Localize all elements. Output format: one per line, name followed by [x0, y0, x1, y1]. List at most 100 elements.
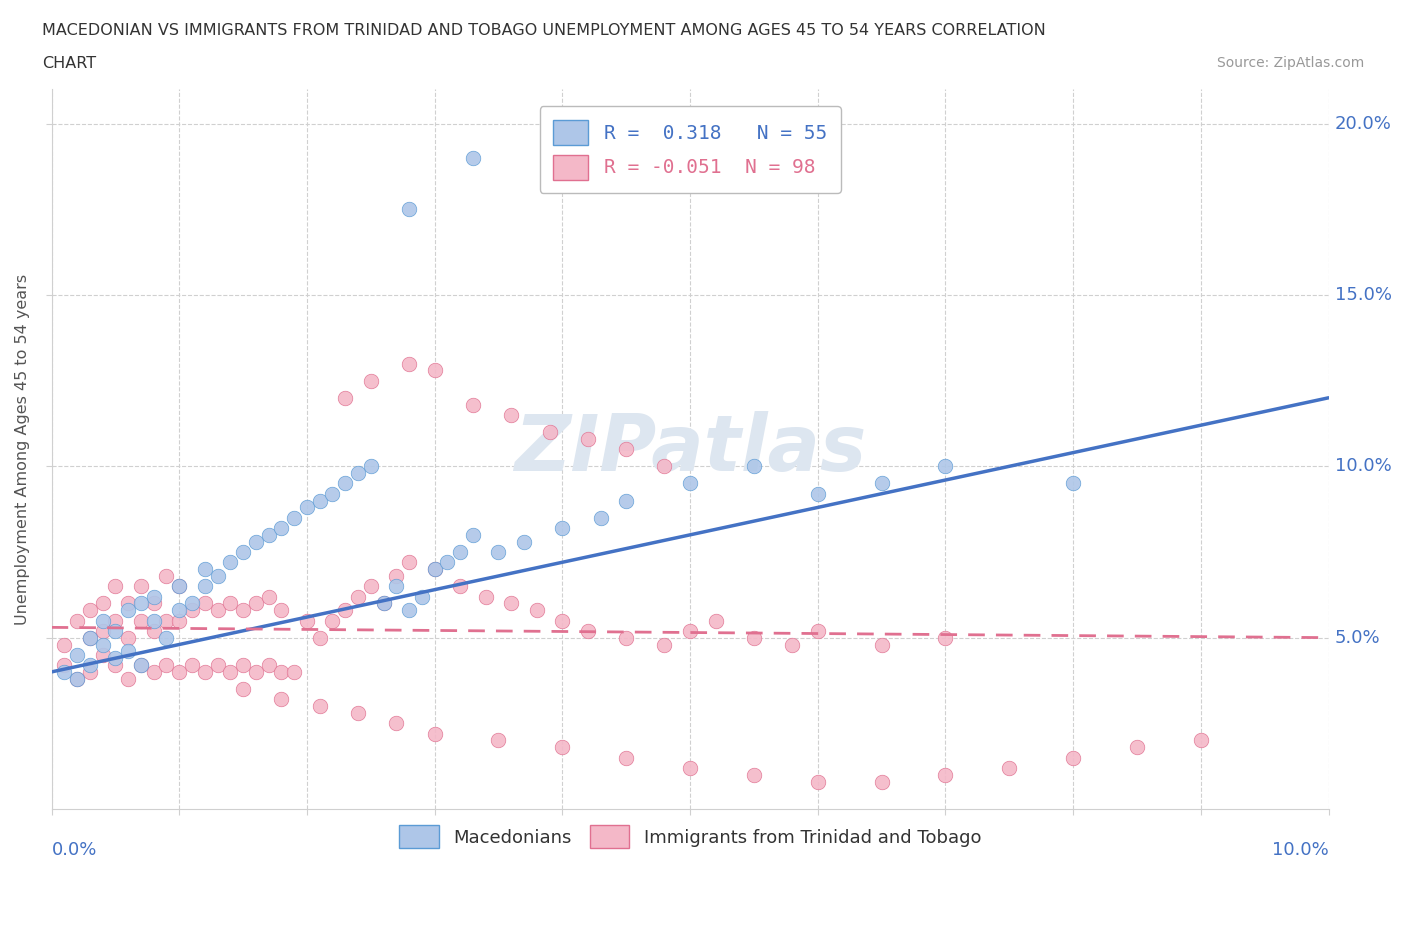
- Point: [79, 664, 101, 679]
- Point: [91, 647, 114, 662]
- Point: [551, 740, 574, 755]
- Point: [219, 596, 242, 611]
- Point: [232, 682, 254, 697]
- Point: [194, 562, 217, 577]
- Point: [321, 613, 343, 628]
- Point: [129, 658, 152, 672]
- Point: [449, 578, 471, 593]
- Point: [614, 442, 637, 457]
- Point: [66, 647, 89, 662]
- Point: [270, 664, 292, 679]
- Text: 0.0%: 0.0%: [52, 842, 97, 859]
- Point: [308, 698, 330, 713]
- Point: [53, 664, 76, 679]
- Point: [335, 476, 357, 491]
- Point: [423, 363, 446, 378]
- Point: [807, 774, 830, 789]
- Point: [142, 596, 165, 611]
- Point: [142, 589, 165, 604]
- Point: [335, 391, 357, 405]
- Point: [742, 458, 765, 473]
- Point: [360, 373, 382, 388]
- Point: [129, 596, 152, 611]
- Point: [155, 613, 177, 628]
- Text: 5.0%: 5.0%: [1334, 629, 1381, 646]
- Point: [398, 202, 420, 217]
- Point: [257, 658, 280, 672]
- Point: [245, 664, 267, 679]
- Point: [461, 527, 484, 542]
- Point: [398, 555, 420, 570]
- Point: [501, 407, 523, 422]
- Point: [270, 521, 292, 536]
- Point: [423, 562, 446, 577]
- Point: [91, 623, 114, 638]
- Point: [207, 658, 229, 672]
- Point: [335, 603, 357, 618]
- Point: [1062, 476, 1084, 491]
- Point: [194, 578, 217, 593]
- Point: [373, 596, 395, 611]
- Point: [742, 767, 765, 782]
- Point: [207, 603, 229, 618]
- Point: [614, 493, 637, 508]
- Point: [91, 637, 114, 652]
- Point: [614, 631, 637, 645]
- Point: [654, 637, 676, 652]
- Point: [373, 596, 395, 611]
- Point: [117, 631, 139, 645]
- Point: [308, 631, 330, 645]
- Point: [104, 658, 127, 672]
- Point: [79, 658, 101, 672]
- Point: [780, 637, 803, 652]
- Point: [79, 603, 101, 618]
- Point: [385, 568, 408, 583]
- Point: [360, 458, 382, 473]
- Point: [91, 613, 114, 628]
- Point: [614, 751, 637, 765]
- Point: [207, 568, 229, 583]
- Point: [270, 692, 292, 707]
- Point: [245, 534, 267, 549]
- Point: [167, 578, 190, 593]
- Point: [142, 664, 165, 679]
- Point: [283, 511, 305, 525]
- Point: [117, 603, 139, 618]
- Point: [461, 397, 484, 412]
- Point: [704, 613, 727, 628]
- Point: [155, 658, 177, 672]
- Point: [360, 578, 382, 593]
- Point: [194, 664, 217, 679]
- Point: [219, 664, 242, 679]
- Point: [423, 562, 446, 577]
- Point: [679, 761, 702, 776]
- Point: [117, 671, 139, 686]
- Point: [398, 603, 420, 618]
- Point: [283, 664, 305, 679]
- Point: [654, 458, 676, 473]
- Point: [449, 545, 471, 560]
- Point: [576, 623, 599, 638]
- Point: [257, 527, 280, 542]
- Point: [576, 432, 599, 446]
- Point: [129, 613, 152, 628]
- Point: [232, 658, 254, 672]
- Point: [129, 658, 152, 672]
- Point: [436, 555, 458, 570]
- Text: 10.0%: 10.0%: [1334, 458, 1392, 475]
- Point: [53, 637, 76, 652]
- Text: CHART: CHART: [42, 56, 96, 71]
- Text: 15.0%: 15.0%: [1334, 286, 1392, 304]
- Point: [538, 425, 561, 440]
- Point: [129, 578, 152, 593]
- Point: [870, 476, 893, 491]
- Point: [104, 613, 127, 628]
- Point: [79, 631, 101, 645]
- Point: [167, 664, 190, 679]
- Point: [934, 458, 956, 473]
- Point: [870, 774, 893, 789]
- Point: [526, 603, 548, 618]
- Point: [53, 658, 76, 672]
- Text: MACEDONIAN VS IMMIGRANTS FROM TRINIDAD AND TOBAGO UNEMPLOYMENT AMONG AGES 45 TO : MACEDONIAN VS IMMIGRANTS FROM TRINIDAD A…: [42, 23, 1046, 38]
- Point: [934, 631, 956, 645]
